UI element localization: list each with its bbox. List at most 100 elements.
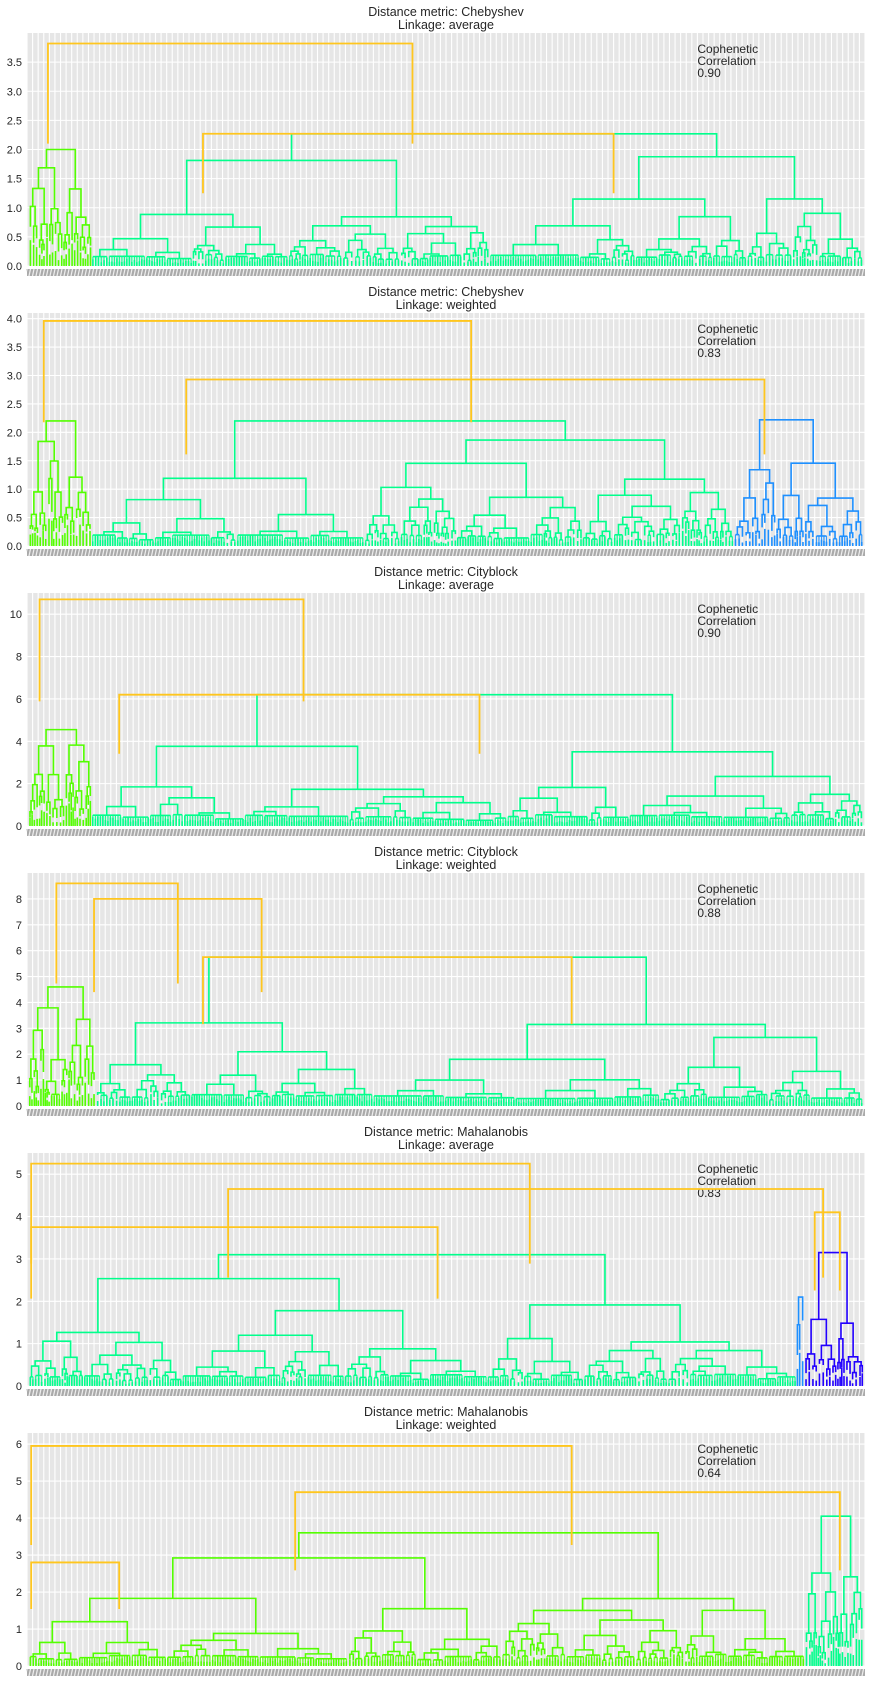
leaf-label-glyph (123, 548, 125, 557)
leaf-label-glyph (81, 268, 83, 277)
leaf-label-glyph (210, 548, 212, 557)
leaf-label-glyph (333, 548, 335, 557)
leaf-label-glyph (84, 828, 86, 837)
grid-lines (26, 593, 866, 826)
leaf-label-glyph (562, 828, 565, 837)
leaf-label-glyph (46, 548, 48, 557)
leaf-label-glyph (291, 268, 293, 277)
leaf-label-glyph (408, 548, 411, 557)
leaf-label-glyph (309, 548, 311, 557)
leaf-label-glyph (705, 548, 707, 557)
leaf-label-glyph (635, 548, 637, 557)
leaf-label-glyph (838, 548, 840, 557)
leaf-label-glyph (845, 268, 847, 277)
cluster-2-link (146, 1074, 176, 1083)
leaf-label-glyph (309, 828, 311, 837)
cluster-2-link (99, 1082, 121, 1093)
leaf-label-glyph (65, 268, 68, 277)
leaf-label-glyph (82, 268, 84, 277)
leaf-label-glyph (305, 828, 307, 837)
leaf-label-glyph (851, 548, 853, 557)
leaf-label-glyph (169, 548, 171, 557)
leaf-label-glyph (645, 268, 647, 277)
leaf-label-glyph (473, 548, 475, 557)
leaf-label-glyph (800, 548, 803, 557)
leaf-label-glyph (88, 828, 90, 837)
leaf-label-glyph (126, 548, 128, 557)
leaf-label-glyph (788, 268, 790, 277)
leaf-label-glyph (862, 828, 864, 837)
leaf-label-glyph (364, 828, 366, 837)
cluster-2-link (113, 1088, 126, 1098)
chart-title-line2: Linkage: average (398, 578, 494, 592)
leaf-label-glyph (119, 548, 121, 557)
cluster-2-link (120, 786, 193, 807)
leaf-label-glyph (432, 268, 434, 277)
cluster-2-link (543, 532, 548, 538)
leaf-label-glyph (305, 548, 307, 557)
leaf-label-glyph (432, 828, 434, 837)
leaf-label-glyph (575, 548, 577, 557)
leaf-label-glyph (498, 548, 500, 557)
leaf-label-glyph (749, 548, 751, 557)
leaf-label-glyph (350, 828, 352, 837)
leaf-label-glyph (512, 268, 514, 277)
leaf-label-glyph (334, 268, 336, 277)
leaf-label-glyph (649, 268, 651, 277)
cluster-2-link (275, 1091, 289, 1096)
leaf-label-glyph (487, 828, 489, 837)
leaf-label-glyph (214, 828, 216, 837)
cluster-2-link (534, 224, 611, 245)
leaf-label-glyph (544, 828, 546, 837)
leaf-label-glyph (785, 828, 787, 837)
leaf-label-glyph (820, 828, 822, 837)
leaf-label-glyph (79, 268, 82, 277)
leaf-label-glyph (158, 268, 160, 277)
cluster-3-link (745, 532, 751, 539)
leaf-label-glyph (425, 828, 427, 837)
leaf-label-glyph (298, 268, 300, 277)
leaf-label-glyph (233, 828, 236, 837)
cluster-2-link (166, 1082, 183, 1092)
leaf-label-glyph (729, 548, 731, 557)
leaf-label-glyph (830, 268, 832, 277)
leaf-label-glyph (390, 828, 392, 837)
leaf-label-glyph (298, 548, 300, 557)
leaf-label-glyph (708, 548, 710, 557)
leaf-label-glyph (26, 548, 28, 557)
leaf-label-glyph (596, 548, 598, 557)
leaf-label-glyph (252, 828, 254, 837)
leaf-label-glyph (362, 828, 364, 837)
cluster-2-link (617, 523, 628, 535)
leaf-label-glyph (845, 828, 847, 837)
leaf-label-glyph (74, 268, 76, 277)
leaf-label-glyph (63, 828, 65, 837)
leaf-label-glyph (70, 828, 72, 837)
leaf-label-glyph (439, 268, 441, 277)
leaf-label-glyph (564, 548, 566, 557)
leaf-label-glyph (396, 268, 398, 277)
leaf-label-glyph (435, 548, 437, 557)
y-tick-label: 4 (16, 736, 22, 748)
leaf-label-glyph (705, 828, 707, 837)
leaf-label-glyph (303, 548, 306, 557)
leaf-label-glyph (652, 828, 654, 837)
cluster-1-link (33, 491, 44, 515)
leaf-label-glyph (85, 268, 87, 277)
leaf-label-glyph (442, 548, 444, 557)
leaf-label-glyph (736, 268, 738, 277)
cluster-2-link (435, 801, 491, 814)
leaf-label-glyph (834, 268, 836, 277)
leaf-label-glyph (520, 548, 523, 557)
leaf-label-glyph (569, 828, 572, 837)
leaf-label-glyph (757, 828, 759, 837)
leaf-label-glyph (473, 268, 475, 277)
leaf-label-glyph (757, 268, 759, 277)
leaf-label-glyph (789, 548, 791, 557)
cluster-2-link (477, 247, 483, 257)
leaf-label-glyph (224, 548, 226, 557)
leaf-label-glyph (326, 268, 328, 277)
cluster-2-link (204, 226, 261, 246)
leaf-label-glyph (471, 548, 474, 557)
leaf-label-glyph (534, 548, 537, 557)
